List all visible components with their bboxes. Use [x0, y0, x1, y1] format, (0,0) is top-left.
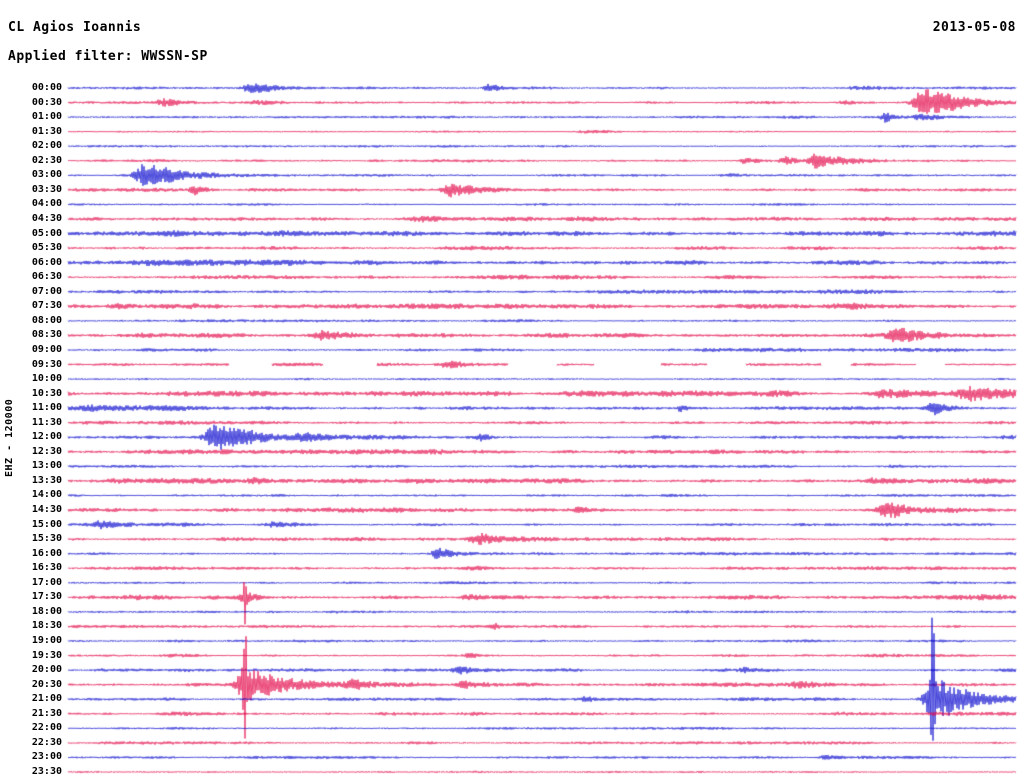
time-label: 01:00 [31, 111, 62, 123]
time-label: 00:30 [31, 96, 62, 108]
time-label: 11:00 [31, 402, 62, 414]
time-label: 04:30 [31, 212, 62, 224]
time-label: 13:00 [31, 460, 62, 472]
time-label: 05:30 [31, 242, 62, 254]
time-label: 15:30 [31, 533, 62, 545]
time-label: 14:00 [31, 489, 62, 501]
time-label: 18:00 [31, 605, 62, 617]
time-label: 01:30 [31, 125, 62, 137]
time-label: 09:00 [31, 343, 62, 355]
time-label: 06:30 [31, 271, 62, 283]
time-label: 04:00 [31, 198, 62, 210]
time-label: 16:00 [31, 547, 62, 559]
time-label: 12:30 [31, 445, 62, 457]
time-label: 00:00 [31, 82, 62, 93]
time-label: 12:00 [31, 431, 62, 443]
time-label: 05:00 [31, 227, 62, 239]
time-label: 08:30 [31, 329, 62, 341]
time-label: 07:00 [31, 285, 62, 297]
time-label: 15:00 [31, 518, 62, 530]
time-label: 03:00 [31, 169, 62, 181]
time-label: 17:30 [31, 591, 62, 603]
time-label: 21:00 [31, 693, 62, 705]
time-label: 16:30 [31, 562, 62, 574]
time-label: 11:30 [31, 416, 62, 428]
time-label: 22:30 [31, 736, 62, 748]
time-label: 09:30 [31, 358, 62, 370]
time-label: 18:30 [31, 620, 62, 632]
time-label: 20:30 [31, 678, 62, 690]
time-label: 07:30 [31, 300, 62, 312]
time-label: 10:30 [31, 387, 62, 399]
time-label: 19:30 [31, 649, 62, 661]
time-label: 03:30 [31, 183, 62, 195]
time-label: 20:00 [31, 664, 62, 676]
time-label: 13:30 [31, 474, 62, 486]
time-label: 02:30 [31, 154, 62, 166]
time-label: 23:30 [31, 766, 62, 777]
time-label: 21:30 [31, 707, 62, 719]
time-label: 14:30 [31, 504, 62, 516]
time-label: 06:00 [31, 256, 62, 268]
time-label: 19:00 [31, 635, 62, 647]
time-label: 02:00 [31, 140, 62, 152]
time-label: 08:00 [31, 314, 62, 326]
time-label: 22:00 [31, 722, 62, 734]
time-label: 23:00 [31, 751, 62, 763]
time-label: 17:00 [31, 576, 62, 588]
time-label: 10:00 [31, 373, 62, 385]
